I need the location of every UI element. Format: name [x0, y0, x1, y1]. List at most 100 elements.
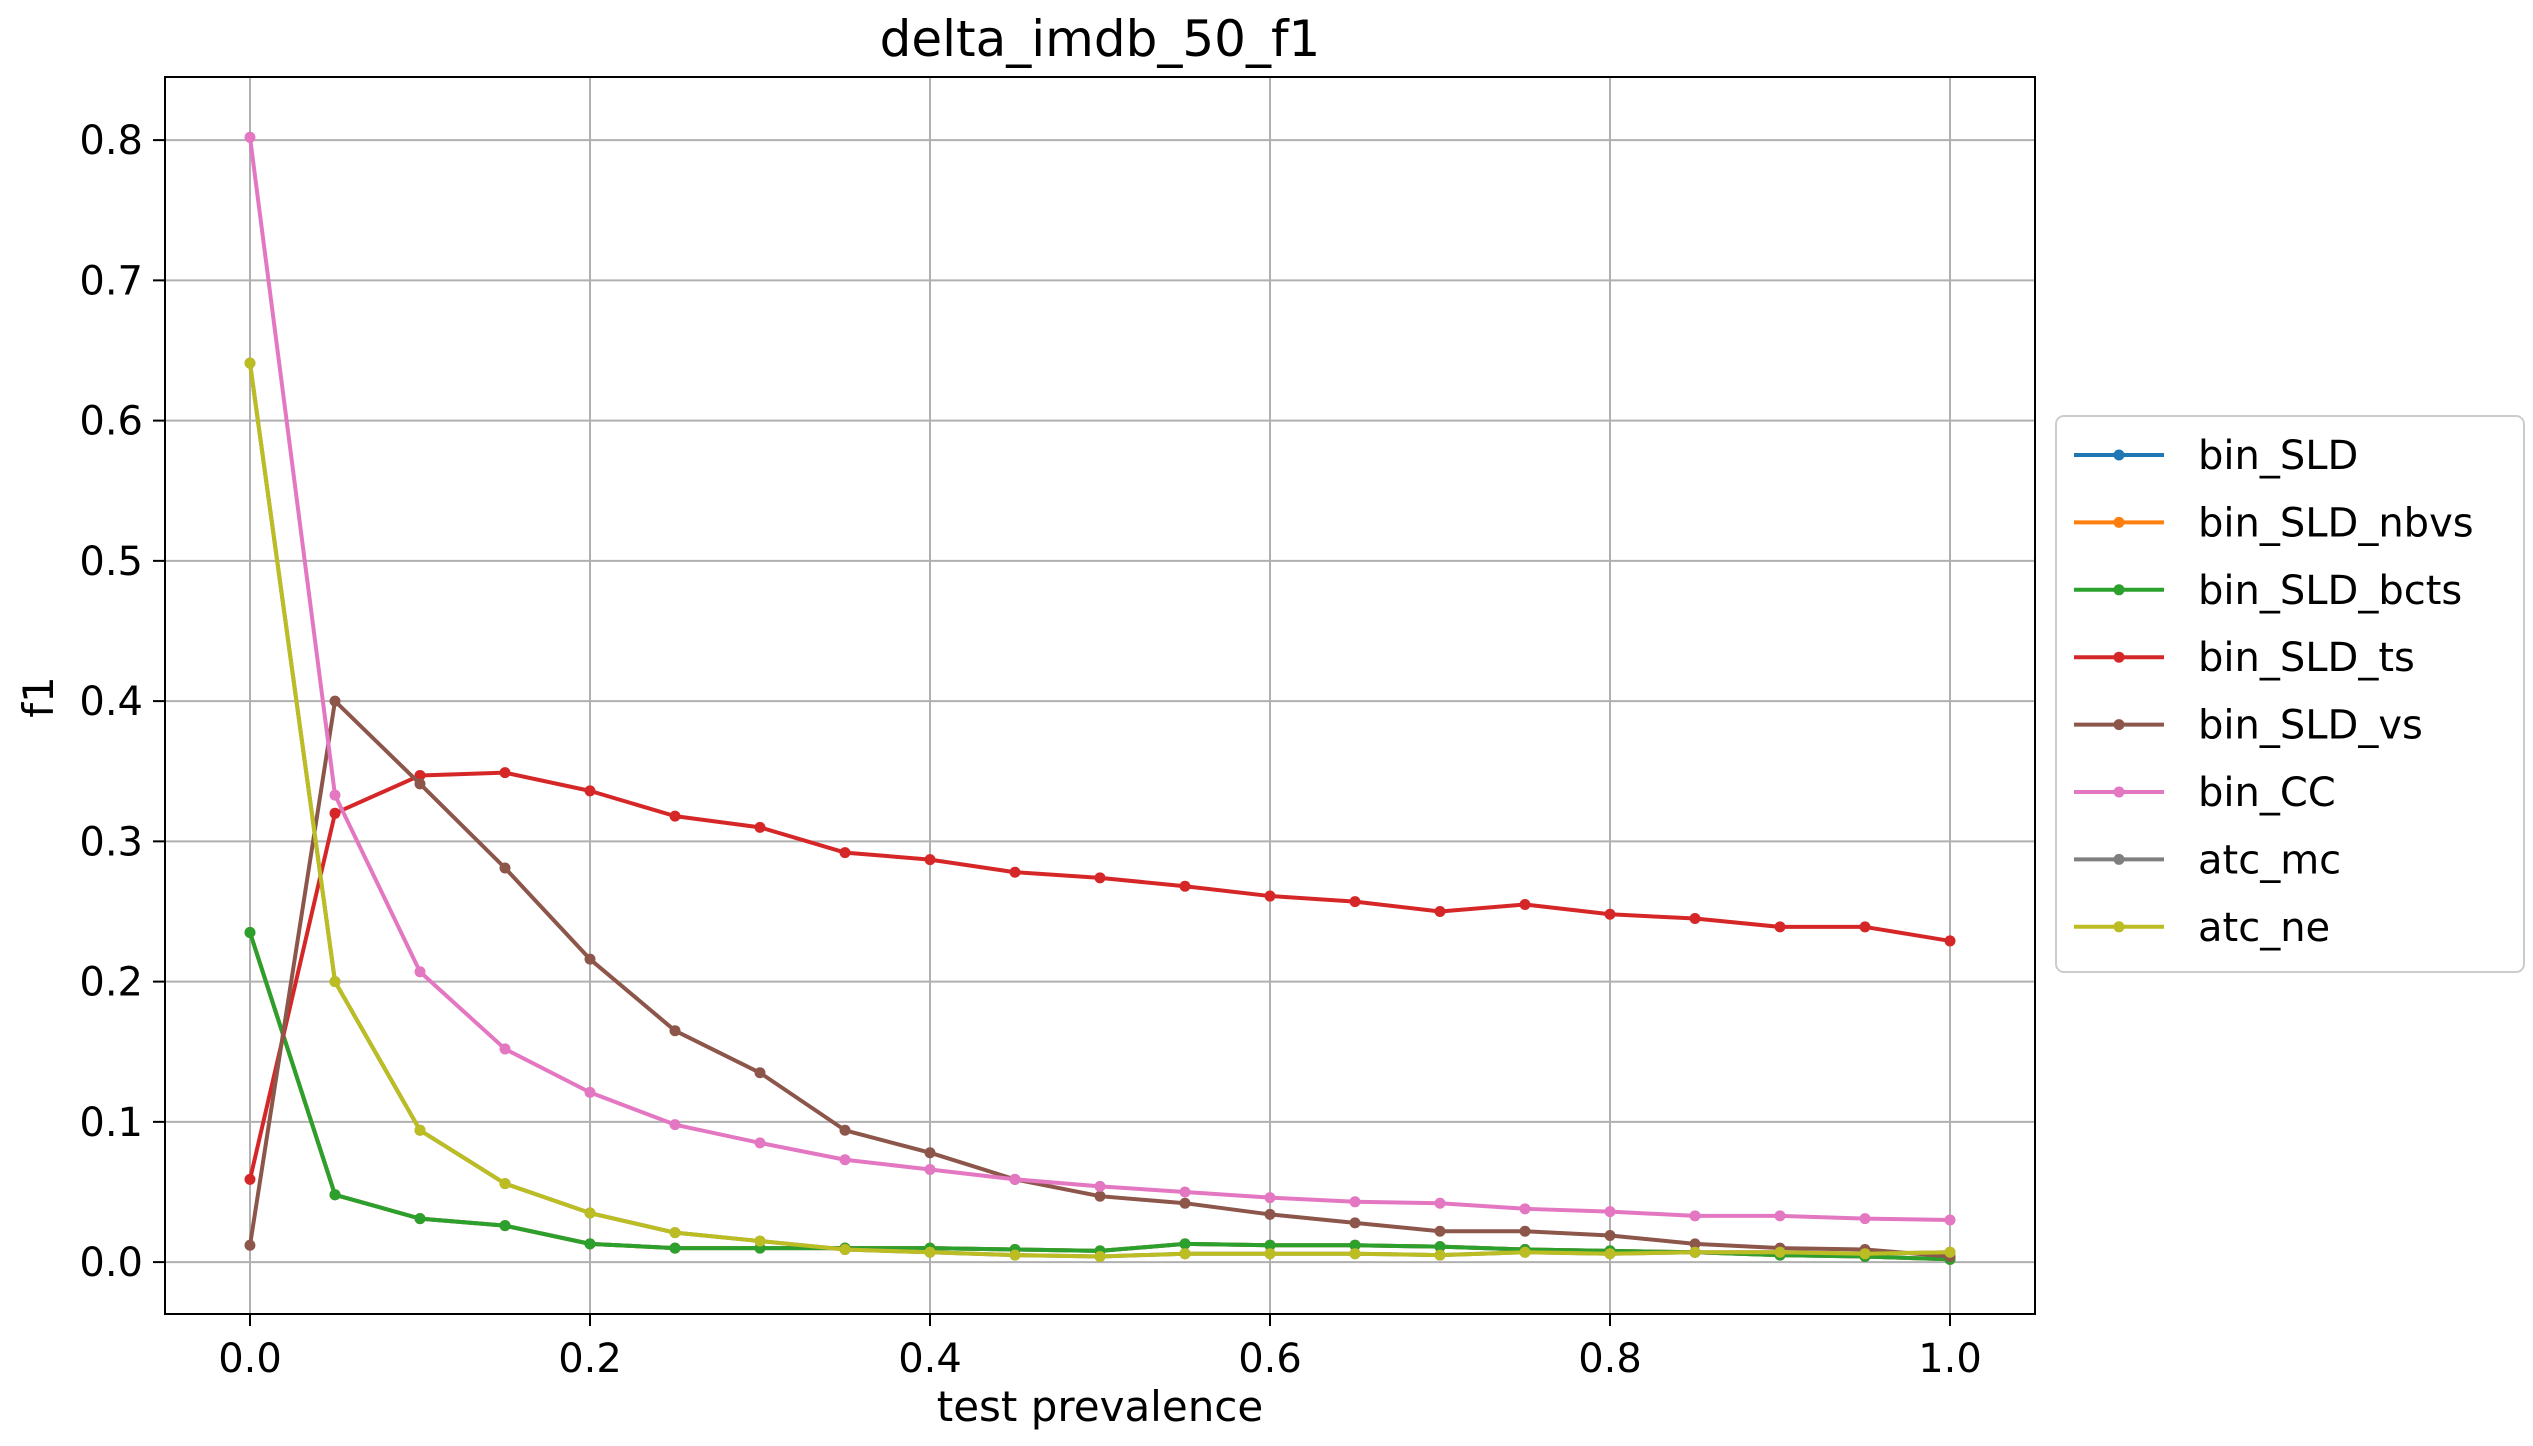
- legend-entry-bin_SLD_nbvs: bin_SLD_nbvs: [2074, 500, 2474, 546]
- legend-entry-atc_ne: atc_ne: [2074, 905, 2330, 951]
- data-point-bin_CC: [1944, 1214, 1956, 1226]
- data-point-bin_CC: [1264, 1192, 1276, 1204]
- data-point-bin_SLD_vs: [1519, 1225, 1531, 1237]
- data-point-bin_CC: [669, 1119, 681, 1131]
- data-point-bin_SLD_vs: [669, 1025, 681, 1037]
- data-point-atc_ne: [584, 1207, 596, 1219]
- data-point-bin_SLD_ts: [1094, 872, 1106, 884]
- data-point-atc_ne: [1179, 1248, 1191, 1260]
- data-point-atc_ne: [1519, 1246, 1531, 1258]
- data-point-bin_SLD_bcts: [1264, 1239, 1276, 1251]
- data-point-bin_SLD_ts: [584, 785, 596, 797]
- legend-marker: [2113, 651, 2125, 663]
- data-point-atc_ne: [1264, 1248, 1276, 1260]
- data-point-bin_CC: [244, 131, 256, 143]
- data-point-bin_SLD_ts: [1264, 890, 1276, 902]
- legend-label: bin_CC: [2198, 770, 2336, 816]
- y-tick-label: 0.6: [79, 399, 143, 445]
- data-point-bin_SLD_ts: [1774, 921, 1786, 933]
- data-point-atc_ne: [329, 976, 341, 988]
- data-point-bin_SLD_ts: [414, 769, 426, 781]
- y-tick-label: 0.7: [79, 258, 143, 304]
- legend-label: atc_mc: [2198, 837, 2341, 883]
- data-point-bin_SLD_vs: [1349, 1217, 1361, 1229]
- legend-entry-bin_SLD_ts: bin_SLD_ts: [2074, 635, 2415, 681]
- series-bin_CC: [244, 131, 1956, 1226]
- x-axis-ticks: 0.0 0.2 0.4 0.6 0.8 1.0: [218, 1314, 1982, 1382]
- data-point-atc_ne: [499, 1178, 511, 1190]
- y-axis-ticks: 0.0 0.1 0.2 0.3 0.4 0.5 0.6 0.7 0.8: [79, 118, 165, 1286]
- legend-entry-bin_CC: bin_CC: [2074, 770, 2336, 816]
- data-point-bin_SLD_vs: [1434, 1225, 1446, 1237]
- data-point-bin_CC: [1774, 1210, 1786, 1222]
- data-point-bin_SLD_ts: [1689, 912, 1701, 924]
- legend-entry-bin_SLD_bcts: bin_SLD_bcts: [2074, 568, 2462, 614]
- legend: bin_SLD bin_SLD_nbvs bin_SLD_bcts bin_SLD_t…: [2055, 415, 2525, 973]
- data-point-bin_SLD_vs: [839, 1124, 851, 1136]
- data-point-bin_SLD_bcts: [329, 1189, 341, 1201]
- data-point-bin_CC: [1604, 1206, 1616, 1218]
- data-point-bin_SLD_vs: [1264, 1208, 1276, 1220]
- x-tick-label: 0.0: [218, 1336, 282, 1382]
- data-point-atc_ne: [244, 357, 256, 369]
- legend-label: bin_SLD_vs: [2198, 703, 2423, 749]
- data-point-bin_SLD_ts: [754, 821, 766, 833]
- data-point-atc_ne: [1689, 1246, 1701, 1258]
- series-bin_SLD_vs: [244, 695, 1956, 1262]
- data-point-bin_SLD_ts: [924, 854, 936, 866]
- data-point-bin_SLD_vs: [244, 1239, 256, 1251]
- data-point-bin_SLD_ts: [839, 847, 851, 859]
- data-point-atc_ne: [1604, 1248, 1616, 1260]
- data-point-bin_SLD_vs: [1689, 1238, 1701, 1250]
- legend-label: bin_SLD_nbvs: [2198, 500, 2474, 546]
- y-tick-label: 0.4: [79, 679, 143, 725]
- data-point-bin_SLD_bcts: [1179, 1238, 1191, 1250]
- plot-frame: [164, 76, 2036, 1315]
- data-point-atc_ne: [924, 1246, 936, 1258]
- data-point-bin_CC: [499, 1043, 511, 1055]
- data-point-atc_ne: [1774, 1246, 1786, 1258]
- data-point-bin_SLD_vs: [924, 1147, 936, 1159]
- data-point-atc_ne: [669, 1227, 681, 1239]
- chart-title: delta_imdb_50_f1: [880, 10, 1321, 68]
- x-axis-label: test prevalence: [937, 1382, 1264, 1431]
- data-point-bin_SLD_bcts: [1349, 1239, 1361, 1251]
- grid-lines: [165, 77, 2035, 1314]
- legend-marker: [2113, 449, 2125, 461]
- y-tick-label: 0.1: [79, 1100, 143, 1146]
- legend-box: [2055, 415, 2525, 973]
- legend-label: bin_SLD_bcts: [2198, 568, 2462, 614]
- data-point-bin_SLD_vs: [414, 778, 426, 790]
- x-tick-label: 0.6: [1238, 1336, 1302, 1382]
- data-point-atc_ne: [1349, 1248, 1361, 1260]
- data-point-bin_SLD_ts: [1349, 896, 1361, 908]
- data-point-bin_SLD_vs: [499, 862, 511, 874]
- data-point-atc_ne: [839, 1243, 851, 1255]
- x-tick-label: 0.2: [558, 1336, 622, 1382]
- data-point-bin_SLD_ts: [329, 807, 341, 819]
- data-point-bin_SLD_bcts: [1434, 1241, 1446, 1253]
- legend-marker: [2113, 584, 2125, 596]
- legend-marker: [2113, 516, 2125, 528]
- data-point-atc_ne: [1009, 1249, 1021, 1261]
- y-tick-label: 0.3: [79, 819, 143, 865]
- data-point-bin_SLD_bcts: [499, 1220, 511, 1232]
- series-lines: [244, 131, 1956, 1265]
- y-tick-label: 0.2: [79, 960, 143, 1006]
- data-point-bin_SLD_ts: [1519, 898, 1531, 910]
- data-point-bin_SLD_ts: [1604, 908, 1616, 920]
- data-point-bin_CC: [1349, 1196, 1361, 1208]
- x-tick-label: 1.0: [1918, 1336, 1982, 1382]
- data-point-bin_CC: [1434, 1197, 1446, 1209]
- legend-entry-bin_SLD: bin_SLD: [2074, 433, 2358, 479]
- data-point-bin_CC: [1519, 1203, 1531, 1215]
- y-tick-label: 0.0: [79, 1240, 143, 1286]
- data-point-bin_SLD_vs: [1179, 1197, 1191, 1209]
- data-point-bin_SLD_bcts: [244, 927, 256, 939]
- series-bin_SLD_ts: [244, 767, 1956, 1185]
- data-point-bin_CC: [329, 789, 341, 801]
- data-point-bin_SLD_ts: [669, 810, 681, 822]
- data-point-bin_SLD_vs: [1094, 1190, 1106, 1202]
- data-point-bin_SLD_vs: [329, 695, 341, 707]
